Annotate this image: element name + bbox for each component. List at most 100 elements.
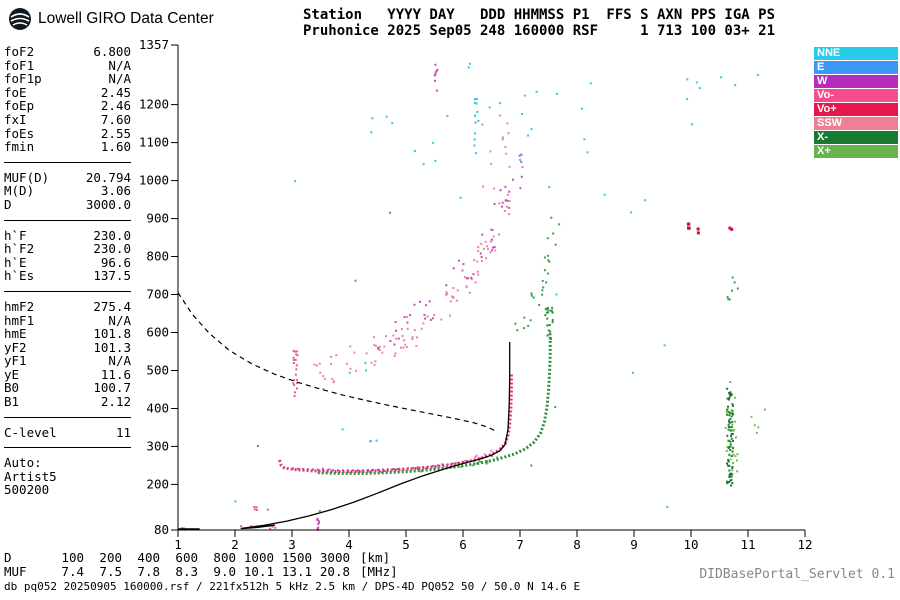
param-separator: [4, 219, 131, 221]
f-trace-o-mode: [278, 374, 513, 473]
legend: NNE E W Vo- Vo+ SSW X- X+: [814, 47, 898, 159]
cyan-streak-6mhz: [473, 98, 480, 155]
param-row-hmf2: hmF2 275.4: [4, 298, 131, 314]
x-tick-label: 1: [174, 537, 182, 552]
pink-streak-3mhz: [292, 349, 299, 397]
table-cell: 200: [99, 550, 122, 565]
y-tick-label: 700: [146, 287, 169, 302]
param-row-b0: B0 100.7: [4, 380, 131, 396]
table-cell: 400: [137, 550, 160, 565]
param-row-fmin: fmin 1.60: [4, 139, 131, 155]
x-tick-label: 2: [231, 537, 239, 552]
param-row-d: D 3000.0: [4, 196, 131, 212]
es-pink-specks: [253, 506, 269, 511]
param-row-md: M(D) 3.06: [4, 183, 131, 199]
table-cell: 3000: [319, 550, 350, 565]
param-row-yf2: yF2 101.3: [4, 339, 131, 355]
green-bar-10p7-light: [724, 381, 739, 473]
green-bar-10p7: [726, 387, 734, 487]
legend-item-ssw: SSW: [814, 117, 898, 130]
legend-item-nne: NNE: [814, 47, 898, 60]
x-tick-label: 4: [345, 537, 353, 552]
x-tick-label: 3: [288, 537, 296, 552]
y-tick-label: 800: [146, 249, 169, 264]
legend-item-vo: Vo+: [814, 103, 898, 116]
param-row-fxi: fxI 7.60: [4, 111, 131, 127]
ionogram-chart: 80 200 300 400 500 600 700 800 900 1000 1100 1200 13…: [130, 37, 830, 553]
y-tick-label: 300: [146, 438, 169, 453]
param-row-foes: foEs 2.55: [4, 125, 131, 141]
row-label: D: [4, 550, 12, 565]
legend-item-x: X+: [814, 145, 898, 158]
giro-logo-icon: [9, 8, 31, 30]
param-row-fof1: foF1 N/A: [4, 57, 131, 73]
y-tick-label: 1000: [139, 173, 169, 188]
table-cell: 1000: [243, 550, 274, 565]
f2-top-pink-specks: [481, 114, 524, 190]
giro-logo: Lowell GIRO Data Center: [8, 7, 214, 31]
transmission-curve-dashed: [177, 292, 498, 433]
param-row-yf1: yF1 N/A: [4, 353, 131, 369]
legend-item-e: E: [814, 61, 898, 74]
unit-label: [km]: [360, 550, 391, 565]
y-tick-label: 1357: [139, 38, 169, 52]
servlet-label: DIDBasePortal_Servlet 0.1: [699, 567, 895, 582]
unit-label: [MHz]: [360, 564, 398, 579]
param-row-fof2: foF2 6.800: [4, 44, 131, 59]
param-row-hes: h`Es 137.5: [4, 268, 131, 284]
spread-band-green: [514, 216, 561, 332]
legend-item-vo: Vo-: [814, 89, 898, 102]
status-line: db pq052 20250905 160000.rsf / 221fx512h…: [4, 580, 581, 593]
spread-band-pink: [313, 193, 511, 391]
autoscaling-line: 500200: [4, 482, 50, 498]
table-cell: 600: [175, 550, 198, 565]
muf-table-distance-row: D 100 200 400 600 800 1000 1500 3000 [km]: [4, 551, 580, 565]
profile-curve: [240, 342, 511, 530]
y-tick-label: 500: [146, 363, 169, 378]
param-separator: [4, 447, 131, 449]
x-tick-label: 7: [516, 537, 524, 552]
param-row-he: h`E 96.6: [4, 254, 131, 270]
spread-band-magenta: [377, 153, 523, 350]
y-tick-label: 200: [146, 476, 169, 491]
row-label: MUF: [4, 564, 27, 579]
x-tick-label: 8: [573, 537, 581, 552]
table-cell: 7.4: [61, 564, 84, 579]
table-cell: 9.0: [213, 564, 236, 579]
muf-table: D 100 200 400 600 800 1000 1500 3000 [km] MUF 7.4 7…: [4, 551, 580, 594]
param-row-clevel: C-level 11: [4, 424, 131, 440]
table-cell: 20.8: [319, 564, 350, 579]
autoscaling-block: Auto: Artist5 500200: [4, 456, 131, 497]
axes: [177, 45, 805, 531]
autoscaling-line: Artist5: [4, 468, 57, 484]
x-asymptote-specks: [544, 306, 554, 340]
param-row-mufd: MUF(D) 20.794: [4, 169, 131, 185]
x-tick-label: 5: [402, 537, 410, 552]
param-separator: [4, 161, 131, 163]
legend-item-x: X-: [814, 131, 898, 144]
x-tick-label: 6: [459, 537, 467, 552]
logo-text: Lowell GIRO Data Center: [38, 10, 214, 27]
y-tick-label: 900: [146, 211, 169, 226]
param-row-foep: foEp 2.46: [4, 98, 131, 114]
y-tick-label: 600: [146, 325, 169, 340]
green-specks-11mhz: [750, 408, 766, 434]
top-cyan-specks: [370, 62, 592, 166]
y-tick-label: 400: [146, 401, 169, 416]
table-cell: 10.1: [243, 564, 274, 579]
random-cyan-specks: [234, 180, 669, 508]
param-separator: [4, 290, 131, 292]
x-tick-label: 9: [630, 537, 638, 552]
parameter-panel: foF2 6.800 foF1 N/A foF1p N/A foE 2.45 foEp 2.46 f…: [4, 45, 131, 497]
x-tick-label: 10: [683, 537, 698, 552]
table-cell: 800: [213, 550, 236, 565]
station-header-line1: Station YYYY DAY DDD HHMMSS P1 FFS S AXN…: [303, 7, 776, 23]
table-cell: 7.5: [99, 564, 122, 579]
param-row-foe: foE 2.45: [4, 84, 131, 100]
f-trace-x-mode: [317, 336, 552, 475]
red-speck-10p7: [728, 226, 734, 231]
param-row-ye: yE 11.6: [4, 366, 131, 382]
param-separator: [4, 416, 131, 418]
ionogram-svg: 8020030040050060070080090010001100120013…: [139, 37, 813, 552]
red-specks-10mhz: [686, 222, 700, 235]
